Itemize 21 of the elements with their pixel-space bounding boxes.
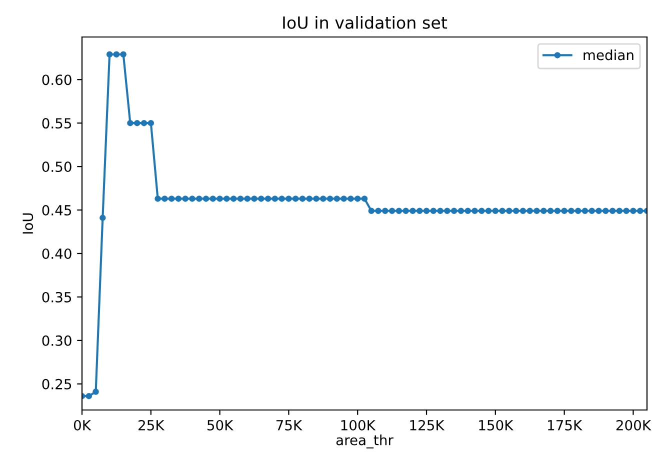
y-tick-label: 0.50 — [42, 162, 72, 172]
legend-label: median — [584, 50, 634, 60]
x-tick-label: 125K — [410, 420, 445, 430]
x-tick-label: 175K — [548, 420, 582, 430]
y-tick-label: 0.40 — [42, 248, 72, 259]
y-tick-label: 0.55 — [42, 118, 72, 129]
y-tick-label: 0.30 — [42, 335, 72, 346]
x-tick-label: 0K — [74, 420, 92, 430]
x-tick-label: 75K — [276, 420, 302, 430]
x-tick-label: 50K — [207, 420, 234, 430]
y-tick-label: 0.35 — [42, 292, 72, 302]
x-tick-label: 100K — [341, 420, 376, 430]
chart-title: IoU in validation set — [283, 16, 448, 29]
x-tick-label: 200K — [616, 420, 652, 430]
x-tick-label: 150K — [479, 420, 514, 430]
x-axis-title: area_thr — [336, 434, 394, 448]
y-tick-label: 0.60 — [42, 74, 72, 86]
y-axis-title: IoU — [22, 213, 34, 234]
y-tick-label: 0.25 — [42, 378, 72, 390]
y-tick-label: 0.45 — [42, 204, 72, 216]
x-tick-label: 25K — [138, 420, 165, 430]
